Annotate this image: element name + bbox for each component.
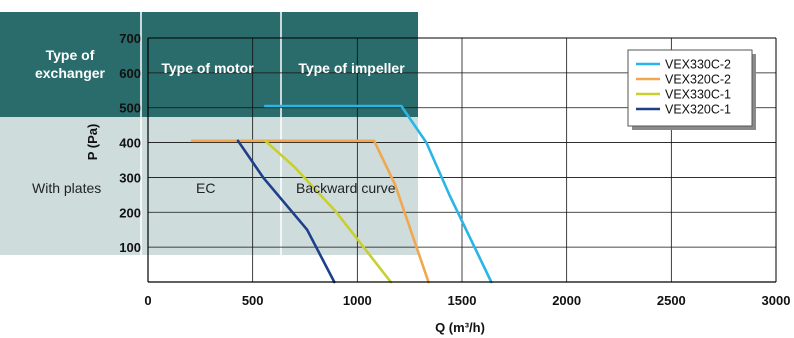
y-tick-label: 200 (119, 205, 141, 220)
spec-value-motor: EC (196, 180, 216, 196)
x-axis-title: Q (m³/h) (435, 320, 485, 335)
spec-value-exchanger: With plates (32, 180, 102, 196)
spec-value-impeller: Backward curve (296, 180, 396, 196)
legend-label: VEX320C-2 (665, 73, 731, 87)
y-tick-label: 300 (119, 170, 141, 185)
y-tick-label: 700 (119, 31, 141, 46)
x-tick-label: 3000 (762, 293, 791, 308)
x-tick-label: 2500 (657, 293, 686, 308)
series-line-vex330c-1 (263, 139, 393, 284)
series-line-vex320c-1 (236, 139, 336, 284)
series-line-vex330c-2 (263, 104, 493, 284)
spec-header-impeller-line-1: Type of impeller (298, 60, 405, 76)
y-tick-label: 500 (119, 101, 141, 116)
legend-label: VEX330C-2 (665, 58, 731, 72)
x-tick-label: 0 (144, 293, 151, 308)
legend-box (627, 49, 753, 127)
x-tick-label: 500 (242, 293, 264, 308)
spec-header-exchanger-line-2: exchanger (34, 65, 106, 81)
legend-label: VEX320C-1 (665, 103, 731, 117)
x-tick-label: 2000 (552, 293, 581, 308)
x-tick-label: 1000 (343, 293, 372, 308)
y-axis-title: P (Pa) (85, 124, 100, 161)
legend-label: VEX330C-1 (665, 88, 731, 102)
spec-header-band (0, 12, 418, 117)
series-line-vex320c-2 (190, 139, 430, 284)
spec-header-exchanger: Type of exchanger (18, 46, 122, 82)
y-tick-label: 600 (119, 66, 141, 81)
y-tick-label: 400 (119, 136, 141, 151)
spec-header-impeller: Type of impeller (284, 59, 419, 77)
x-tick-label: 1500 (448, 293, 477, 308)
spec-header-motor-line-1: Type of motor (161, 60, 254, 76)
spec-header-exchanger-line-1: Type of (45, 47, 95, 63)
spec-header-motor: Type of motor (150, 59, 265, 77)
y-tick-label: 100 (119, 240, 141, 255)
